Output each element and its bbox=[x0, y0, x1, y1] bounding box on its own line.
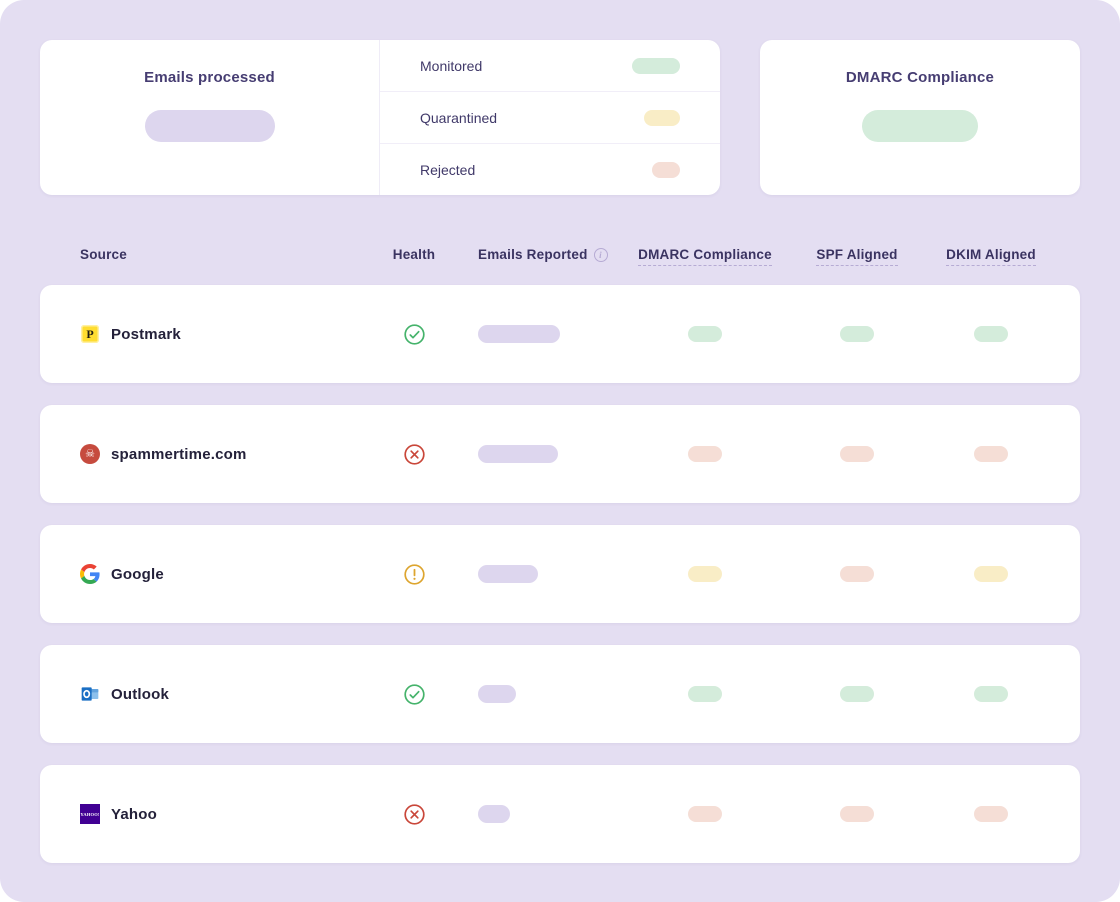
dmarc-compliance-value-placeholder bbox=[862, 110, 978, 142]
spf-aligned-pill bbox=[840, 806, 874, 822]
spf-aligned-pill bbox=[840, 326, 874, 342]
health-column-header: Health bbox=[392, 247, 436, 262]
monitored-label: Monitored bbox=[420, 57, 483, 74]
health-warn-icon bbox=[403, 563, 425, 585]
dmarc-compliance-pill bbox=[688, 566, 722, 582]
dmarc-compliance-title: DMARC Compliance bbox=[845, 69, 995, 86]
source-cell: P Postmark bbox=[80, 324, 380, 344]
quarantined-value-placeholder bbox=[644, 109, 680, 126]
source-label: Google bbox=[111, 565, 164, 583]
rejected-label: Rejected bbox=[420, 161, 476, 178]
emails-reported-placeholder bbox=[478, 325, 560, 343]
dmarc-compliance-pill bbox=[688, 326, 722, 342]
dkim-aligned-pill bbox=[974, 446, 1008, 462]
stat-row-monitored: Monitored bbox=[380, 40, 720, 91]
stat-row-quarantined: Quarantined bbox=[380, 91, 720, 143]
spammer-icon: ☠ bbox=[80, 444, 100, 464]
source-label: Yahoo bbox=[111, 805, 158, 823]
dkim-aligned-column-header[interactable]: DKIM Aligned bbox=[946, 247, 1036, 266]
postmark-icon: P bbox=[80, 324, 100, 344]
emails-processed-title: Emails processed bbox=[144, 69, 275, 86]
source-label: Outlook bbox=[111, 685, 170, 703]
spf-aligned-pill bbox=[840, 446, 874, 462]
dkim-aligned-pill bbox=[974, 686, 1008, 702]
dkim-aligned-pill bbox=[974, 326, 1008, 342]
health-fail-icon bbox=[403, 443, 425, 465]
source-cell: ☠ spammertime.com bbox=[80, 444, 380, 464]
source-column-header: Source bbox=[80, 247, 127, 262]
spf-aligned-pill bbox=[840, 566, 874, 582]
rejected-value-placeholder bbox=[652, 161, 680, 178]
table-row[interactable]: Google bbox=[40, 525, 1080, 623]
emails-reported-placeholder bbox=[478, 565, 538, 583]
emails-processed-value-placeholder bbox=[144, 110, 275, 142]
dmarc-compliance-pill bbox=[688, 806, 722, 822]
emails-reported-placeholder bbox=[478, 685, 516, 703]
source-table-header: Source Health Emails Reported i DMARC Co… bbox=[40, 247, 1080, 266]
source-cell: Outlook bbox=[80, 684, 380, 704]
dmarc-compliance-column-header[interactable]: DMARC Compliance bbox=[638, 247, 772, 266]
dmarc-compliance-pill bbox=[688, 686, 722, 702]
summary-section: Emails processed Monitored Quarantined R… bbox=[40, 40, 1080, 195]
monitored-value-placeholder bbox=[632, 57, 680, 74]
dkim-aligned-pill bbox=[974, 566, 1008, 582]
spf-aligned-column-header[interactable]: SPF Aligned bbox=[816, 247, 898, 266]
source-cell: Google bbox=[80, 564, 380, 584]
stat-row-rejected: Rejected bbox=[380, 143, 720, 195]
spf-aligned-pill bbox=[840, 686, 874, 702]
info-icon[interactable]: i bbox=[593, 247, 608, 262]
google-icon bbox=[80, 564, 100, 584]
source-label: spammertime.com bbox=[111, 445, 247, 463]
table-row[interactable]: P Postmark bbox=[40, 285, 1080, 383]
health-ok-icon bbox=[403, 323, 425, 345]
health-fail-icon bbox=[403, 803, 425, 825]
dkim-aligned-pill bbox=[974, 806, 1008, 822]
dmarc-compliance-pill bbox=[688, 446, 722, 462]
outlook-icon bbox=[80, 684, 100, 704]
emails-reported-placeholder bbox=[478, 445, 558, 463]
emails-reported-column-header: Emails Reported i bbox=[448, 247, 638, 262]
table-row[interactable]: ☠ spammertime.com bbox=[40, 405, 1080, 503]
emails-reported-placeholder bbox=[478, 805, 510, 823]
source-table-body: P Postmark ☠ spammertime.com Google bbox=[40, 285, 1080, 863]
table-row[interactable]: YAHOO! Yahoo bbox=[40, 765, 1080, 863]
volume-stats-panel: Monitored Quarantined Rejected bbox=[380, 40, 720, 195]
emails-processed-card: Emails processed Monitored Quarantined R… bbox=[40, 40, 720, 195]
source-cell: YAHOO! Yahoo bbox=[80, 804, 380, 824]
table-row[interactable]: Outlook bbox=[40, 645, 1080, 743]
health-ok-icon bbox=[403, 683, 425, 705]
quarantined-label: Quarantined bbox=[420, 109, 498, 126]
source-label: Postmark bbox=[111, 325, 181, 343]
yahoo-icon: YAHOO! bbox=[80, 804, 100, 824]
emails-processed-panel: Emails processed bbox=[40, 40, 380, 195]
dmarc-compliance-card: DMARC Compliance bbox=[760, 40, 1080, 195]
